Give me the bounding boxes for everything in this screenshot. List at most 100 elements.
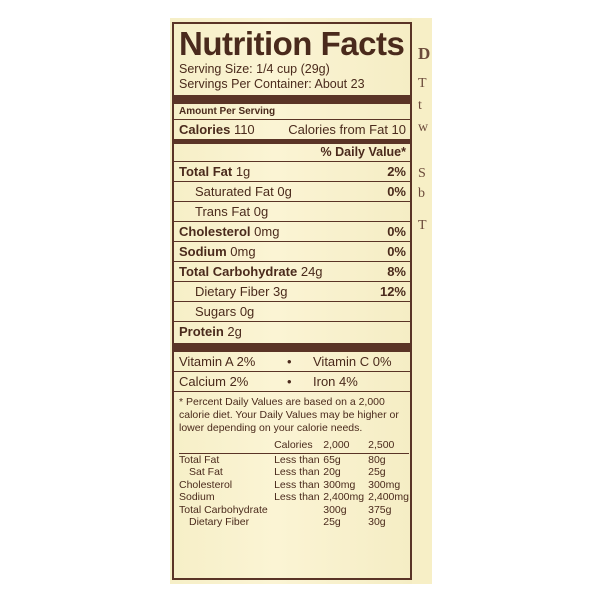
divider bbox=[174, 261, 410, 262]
footnote: * Percent Daily Values are based on a 2,… bbox=[179, 396, 399, 434]
table-cell: 25g bbox=[323, 516, 341, 528]
daily-value-header: % Daily Value* bbox=[320, 145, 406, 159]
table-cell: 2,400mg bbox=[323, 491, 365, 503]
nutrition-facts-label: Nutrition Facts Serving Size: 1/4 cup (2… bbox=[172, 22, 412, 580]
divider-thick bbox=[174, 343, 410, 352]
nutrient-row: Saturated Fat 0g 0% bbox=[179, 182, 406, 201]
table-row: Total Carbohydrate 300g 375g bbox=[179, 504, 409, 517]
divider bbox=[174, 221, 410, 222]
nutrient-amount: 3g bbox=[273, 284, 288, 299]
serving-size: Serving Size: 1/4 cup (29g) bbox=[179, 62, 330, 76]
nutrient-row: Sodium 0mg 0% bbox=[179, 242, 406, 261]
nutrient-name: Total Fat bbox=[179, 164, 233, 179]
nutrient-name: Trans Fat bbox=[195, 204, 251, 219]
nutrient-name: Total Carbohydrate bbox=[179, 264, 298, 279]
label-title: Nutrition Facts bbox=[179, 25, 405, 62]
nutrient-amount: 0mg bbox=[230, 244, 256, 259]
table-cell: 2,000 bbox=[323, 439, 369, 454]
vitamin-row: Calcium 2% • Iron 4% bbox=[179, 372, 406, 391]
side-char: t bbox=[418, 98, 422, 113]
table-cell: Less than bbox=[274, 491, 320, 503]
vitamin-right: Iron 4% bbox=[313, 374, 358, 389]
table-cell: 25g bbox=[368, 466, 386, 478]
nutrient-amount: 24g bbox=[300, 264, 323, 279]
vitamin-left: Vitamin A 2% bbox=[179, 354, 256, 369]
nutrient-name: Sodium bbox=[179, 244, 227, 259]
side-char: D bbox=[418, 44, 431, 63]
table-cell: Dietary Fiber bbox=[189, 516, 250, 528]
nutrient-dv: 2% bbox=[387, 164, 406, 179]
calories-value: 110 bbox=[233, 122, 255, 137]
table-cell: Sodium bbox=[179, 491, 215, 503]
table-row: Cholesterol Less than 300mg 300mg bbox=[179, 479, 409, 492]
nutrient-amount: 2g bbox=[227, 324, 242, 339]
nutrient-dv: 0% bbox=[387, 244, 406, 259]
amount-per-serving: Amount Per Serving bbox=[179, 106, 276, 117]
bullet-icon: • bbox=[287, 354, 292, 369]
nutrient-amount: 0g bbox=[239, 304, 255, 319]
table-cell: Sat Fat bbox=[189, 466, 223, 478]
calories-from-fat: Calories from Fat 10 bbox=[288, 122, 406, 137]
nutrient-amount: 1g bbox=[235, 164, 251, 179]
nutrient-name: Protein bbox=[179, 324, 224, 339]
table-row: Sat Fat Less than 20g 25g bbox=[179, 466, 409, 479]
nutrient-name: Dietary Fiber bbox=[195, 284, 270, 299]
divider bbox=[174, 301, 410, 302]
nutrient-dv: 0% bbox=[387, 184, 406, 199]
table-cell: Cholesterol bbox=[179, 478, 233, 491]
divider bbox=[174, 391, 410, 392]
table-cell: 80g bbox=[368, 453, 386, 466]
table-cell: 300g bbox=[323, 503, 347, 516]
side-panel-text: D T t w S b T bbox=[412, 18, 432, 584]
divider bbox=[174, 201, 410, 202]
table-cell bbox=[274, 504, 323, 517]
calories-label: Calories bbox=[179, 122, 231, 137]
nutrient-row: Protein 2g bbox=[179, 322, 406, 341]
table-cell: 2,500 bbox=[368, 439, 409, 454]
table-cell: Less than bbox=[274, 478, 320, 491]
side-char: T bbox=[418, 76, 427, 91]
nutrient-amount: 0g bbox=[253, 204, 269, 219]
table-header-row: Calories 2,000 2,500 bbox=[179, 439, 409, 454]
nutrient-name: Sugars bbox=[195, 304, 237, 319]
table-row: Dietary Fiber 25g 30g bbox=[179, 516, 409, 529]
divider bbox=[174, 281, 410, 282]
nutrient-dv: 0% bbox=[387, 224, 406, 239]
side-char: b bbox=[418, 186, 425, 201]
nutrient-dv: 12% bbox=[379, 284, 406, 299]
table-row: Total Fat Less than 65g 80g bbox=[179, 453, 409, 466]
side-char: w bbox=[418, 120, 429, 135]
table-cell: 300mg bbox=[323, 478, 356, 491]
nutrient-row: Total Carbohydrate 24g 8% bbox=[179, 262, 406, 281]
daily-values-table: Calories 2,000 2,500 Total Fat Less than… bbox=[179, 439, 409, 529]
divider bbox=[174, 181, 410, 182]
nutrient-row: Trans Fat 0g bbox=[179, 202, 406, 221]
nutrient-amount: 0g bbox=[277, 184, 292, 199]
nutrient-dv: 8% bbox=[387, 264, 406, 279]
divider bbox=[174, 371, 410, 372]
table-cell: Total Fat bbox=[179, 453, 220, 466]
table-cell: 375g bbox=[368, 503, 392, 516]
divider bbox=[174, 161, 410, 162]
nutrient-row: Total Fat 1g 2% bbox=[179, 162, 406, 181]
table-cell: 65g bbox=[323, 453, 341, 466]
table-cell: Total Carbohydrate bbox=[179, 503, 268, 516]
divider-thick bbox=[174, 95, 410, 104]
vitamin-left: Calcium 2% bbox=[179, 374, 249, 389]
nutrient-name: Cholesterol bbox=[179, 224, 251, 239]
divider bbox=[174, 321, 410, 322]
nutrient-row: Cholesterol 0mg 0% bbox=[179, 222, 406, 241]
table-row: Sodium Less than 2,400mg 2,400mg bbox=[179, 491, 409, 504]
calories-row: Calories 110 Calories from Fat 10 bbox=[179, 120, 406, 139]
side-char: S bbox=[418, 166, 426, 181]
table-cell bbox=[179, 439, 275, 454]
servings-per-container: Servings Per Container: About 23 bbox=[179, 77, 365, 91]
table-cell: 20g bbox=[323, 466, 341, 478]
divider bbox=[174, 241, 410, 242]
table-cell: Calories bbox=[274, 439, 324, 454]
nutrient-name: Saturated Fat bbox=[195, 184, 274, 199]
vitamin-right: Vitamin C 0% bbox=[313, 354, 392, 369]
divider-medium bbox=[174, 139, 410, 144]
divider bbox=[174, 119, 410, 120]
table-cell bbox=[274, 516, 323, 529]
